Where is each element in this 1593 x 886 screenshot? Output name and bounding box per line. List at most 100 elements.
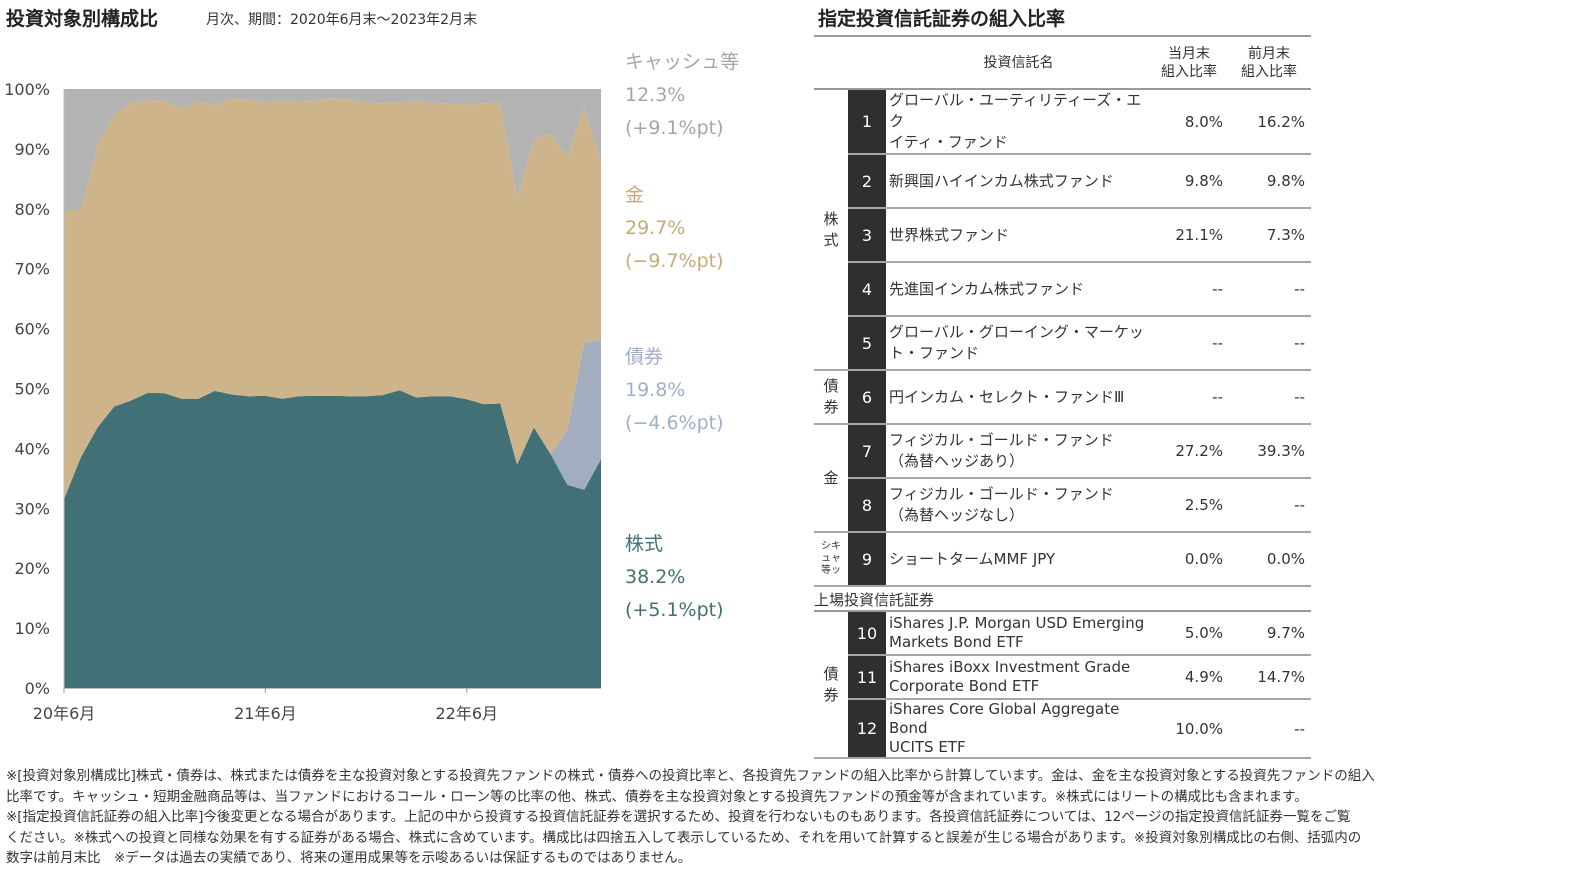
- legend-cash: キャッシュ等 12.3% (+9.1%pt): [625, 46, 739, 145]
- table-row: 株式 1 グローバル・ユーティリティーズ・エク イティ・ファンド 8.0% 16.…: [814, 89, 1311, 371]
- header-current: 当月末 組入比率: [1151, 35, 1227, 90]
- fund-name: グローバル・グローイング・マーケッ ト・ファンド: [886, 316, 1151, 371]
- legend-stock-value: 38.2%: [625, 566, 686, 588]
- fund-name: 円インカム・セレクト・ファンドⅢ: [886, 370, 1151, 425]
- current-ratio: 10.0%: [1151, 699, 1227, 759]
- footnote-line: ください。※株式への投資と同様な効果を有する証券がある場合、株式に含めています。…: [6, 829, 1362, 846]
- category-cash: シキ ュャ 等ッ: [814, 532, 848, 587]
- legend-gold-name: 金: [625, 184, 645, 206]
- fund-name: 先進国インカム株式ファンド: [886, 262, 1151, 317]
- current-ratio: 5.0%: [1151, 610, 1227, 656]
- y-tick-label: 20%: [14, 559, 50, 578]
- prev-ratio: --: [1227, 262, 1311, 317]
- fund-name: 新興国ハイインカム株式ファンド: [886, 154, 1151, 209]
- y-tick-label: 50%: [14, 380, 50, 399]
- row-number: 4: [848, 262, 886, 317]
- fund-name: フィジカル・ゴールド・ファンド （為替ヘッジなし）: [886, 478, 1151, 533]
- x-tick-label: 20年6月: [33, 704, 96, 723]
- y-tick-label: 40%: [14, 439, 50, 458]
- prev-ratio: --: [1227, 316, 1311, 371]
- category-bond: 債券: [814, 370, 848, 425]
- y-tick-label: 100%: [4, 80, 50, 99]
- prev-ratio: 0.0%: [1227, 532, 1311, 587]
- fund-name: 世界株式ファンド: [886, 208, 1151, 263]
- current-ratio: 9.8%: [1151, 154, 1227, 209]
- row-number: 7: [848, 424, 886, 479]
- y-tick-label: 60%: [14, 320, 50, 339]
- legend-bond-value: 19.8%: [625, 379, 686, 401]
- chart-title: 投資対象別構成比: [6, 8, 159, 30]
- stock-area: [64, 390, 601, 688]
- table-row: 12 iShares Core Global Aggregate Bond UCI…: [814, 699, 1311, 759]
- current-ratio: 2.5%: [1151, 478, 1227, 533]
- legend-gold-change: (−9.7%pt): [625, 250, 724, 272]
- fund-name: iShares J.P. Morgan USD Emerging Markets …: [886, 610, 1151, 656]
- row-number: 10: [848, 610, 886, 656]
- header-prev: 前月末 組入比率: [1227, 35, 1311, 90]
- category-stock: 株式: [814, 89, 848, 371]
- prev-ratio: 16.2%: [1227, 89, 1311, 155]
- table-row: 5 グローバル・グローイング・マーケッ ト・ファンド -- --: [814, 316, 1311, 371]
- stacked-area-chart: 0% 10% 20% 30% 40% 50% 60% 70% 80% 90% 100% 20年6月 2…: [4, 80, 601, 723]
- table-row: シキ ュャ 等ッ 9 ショートタームMMF JPY 0.0% 0.0%: [814, 532, 1311, 587]
- row-number: 8: [848, 478, 886, 533]
- fund-name: iShares Core Global Aggregate Bond UCITS …: [886, 699, 1151, 759]
- legend-bond: 債券 19.8% (−4.6%pt): [625, 341, 724, 440]
- legend-cash-name: キャッシュ等: [625, 51, 740, 73]
- prev-ratio: --: [1227, 478, 1311, 533]
- legend-bond-name: 債券: [625, 346, 664, 368]
- legend-bond-change: (−4.6%pt): [625, 412, 724, 434]
- footnote-line: ※[投資対象別構成比]株式・債券は、株式または債券を主な投資対象とする投資先ファ…: [6, 768, 1375, 784]
- table-row: 金 7 フィジカル・ゴールド・ファンド （為替ヘッジあり） 27.2% 39.3%: [814, 424, 1311, 533]
- prev-ratio: --: [1227, 370, 1311, 425]
- gold-area: [64, 98, 601, 500]
- fund-name: iShares iBoxx Investment Grade Corporate …: [886, 655, 1151, 700]
- prev-ratio: 7.3%: [1227, 208, 1311, 263]
- current-ratio: --: [1151, 262, 1227, 317]
- legend-stock-name: 株式: [625, 533, 664, 555]
- current-ratio: 8.0%: [1151, 89, 1227, 155]
- row-number: 6: [848, 370, 886, 425]
- etf-table: 債券 10 iShares J.P. Morgan USD Emerging Ma…: [814, 610, 1311, 759]
- row-number: 1: [848, 89, 886, 155]
- legend-stock: 株式 38.2% (+5.1%pt): [625, 528, 724, 627]
- prev-ratio: 39.3%: [1227, 424, 1311, 479]
- x-tick-label: 21年6月: [234, 704, 297, 723]
- table-title: 指定投資信託証券の組入比率: [818, 8, 1066, 30]
- prev-ratio: 9.7%: [1227, 610, 1311, 656]
- legend-stock-change: (+5.1%pt): [625, 599, 724, 621]
- table-header: 投資信託名 当月末 組入比率 前月末 組入比率: [814, 35, 1311, 90]
- legend-gold-value: 29.7%: [625, 217, 686, 239]
- current-ratio: 21.1%: [1151, 208, 1227, 263]
- legend-cash-value: 12.3%: [625, 84, 686, 106]
- x-tick-label: 22年6月: [435, 704, 498, 723]
- current-ratio: 27.2%: [1151, 424, 1227, 479]
- y-tick-label: 70%: [14, 260, 50, 279]
- header-name: 投資信託名: [886, 35, 1151, 90]
- table-row: 3 世界株式ファンド 21.1% 7.3%: [814, 208, 1311, 263]
- cash-area: [64, 89, 601, 210]
- legend-cash-change: (+9.1%pt): [625, 117, 724, 139]
- fund-name: ショートタームMMF JPY: [886, 532, 1151, 587]
- row-number: 11: [848, 655, 886, 700]
- prev-ratio: 9.8%: [1227, 154, 1311, 209]
- current-ratio: --: [1151, 316, 1227, 371]
- table-row: 債券 10 iShares J.P. Morgan USD Emerging Ma…: [814, 610, 1311, 759]
- current-ratio: 4.9%: [1151, 655, 1227, 700]
- y-tick-label: 90%: [14, 140, 50, 159]
- current-ratio: 0.0%: [1151, 532, 1227, 587]
- y-tick-label: 10%: [14, 619, 50, 638]
- fund-name: グローバル・ユーティリティーズ・エク イティ・ファンド: [886, 89, 1151, 155]
- row-number: 2: [848, 154, 886, 209]
- category-gold: 金: [814, 424, 848, 533]
- legend-gold: 金 29.7% (−9.7%pt): [625, 179, 724, 278]
- table-row: 2 新興国ハイインカム株式ファンド 9.8% 9.8%: [814, 154, 1311, 209]
- table-row: 4 先進国インカム株式ファンド -- --: [814, 262, 1311, 317]
- table-row: 11 iShares iBoxx Investment Grade Corpora…: [814, 655, 1311, 700]
- y-tick-label: 0%: [25, 679, 50, 698]
- fund-table: 投資信託名 当月末 組入比率 前月末 組入比率 株式 1 グローバル・ユーティリティ…: [814, 35, 1311, 587]
- table-row: 債券 6 円インカム・セレクト・ファンドⅢ -- --: [814, 370, 1311, 425]
- row-number: 3: [848, 208, 886, 263]
- footnote-line: ※[指定投資信託証券の組入比率]今後変更となる場合があります。上記の中から投資す…: [6, 809, 1351, 825]
- y-tick-label: 80%: [14, 200, 50, 219]
